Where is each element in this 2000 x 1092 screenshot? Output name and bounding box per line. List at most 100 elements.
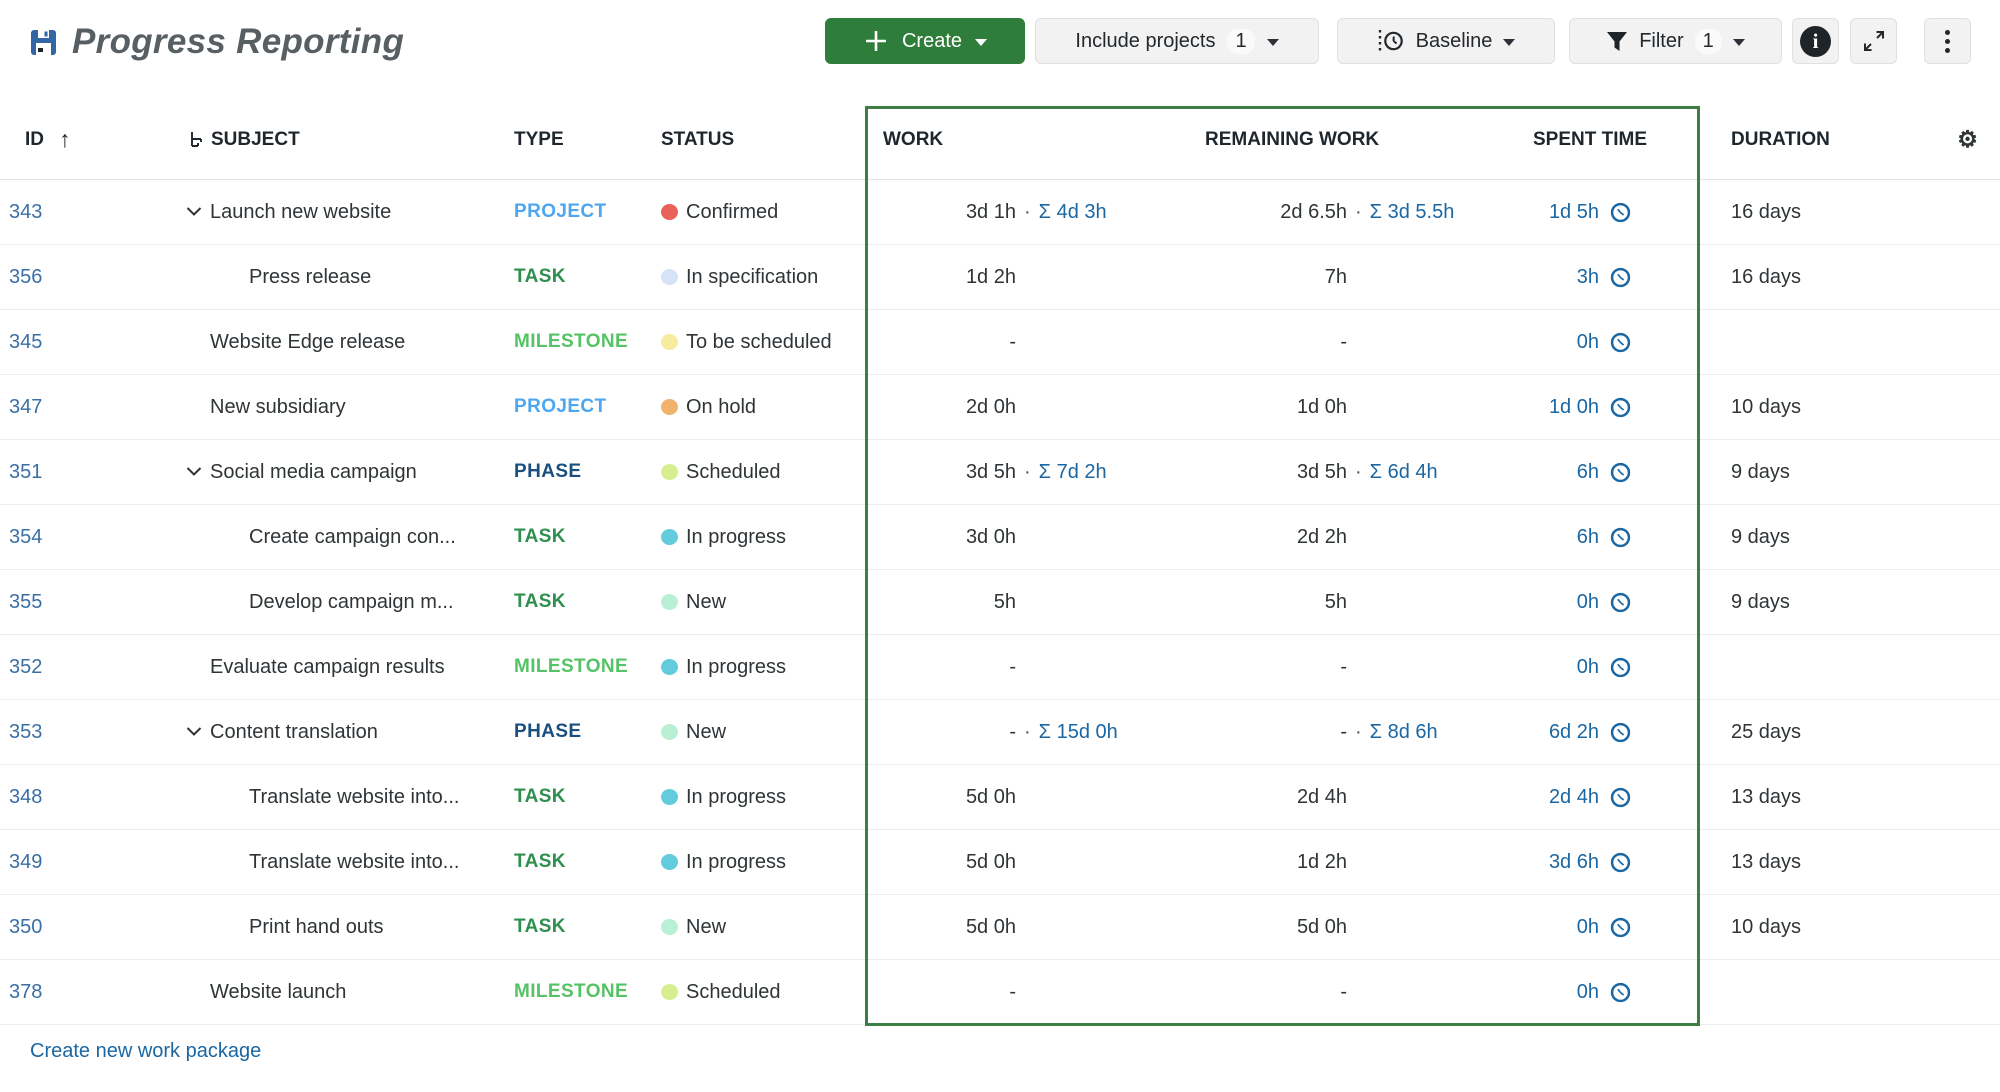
column-header-remaining-work[interactable]: REMAINING WORK [1200, 129, 1515, 151]
table-settings-button[interactable]: ⚙ [1935, 126, 2000, 153]
table-row[interactable]: 347 New subsidiary PROJECT On hold 2d 0h [0, 375, 2000, 440]
subject-label[interactable]: Press release [249, 265, 372, 288]
type-label[interactable]: PROJECT [514, 396, 607, 417]
status-label[interactable]: Scheduled [686, 980, 781, 1003]
type-label[interactable]: TASK [514, 526, 566, 547]
spent-time-link[interactable]: 6h [1576, 460, 1599, 483]
clock-icon[interactable] [1609, 396, 1632, 419]
spent-time-link[interactable]: 3d 6h [1548, 850, 1599, 873]
clock-icon[interactable] [1609, 461, 1632, 484]
remaining-work-value[interactable]: 2d 6.5h [1280, 200, 1347, 223]
work-value[interactable]: - [1009, 720, 1016, 743]
subject-label[interactable]: Website Edge release [210, 330, 406, 353]
type-label[interactable]: TASK [514, 786, 566, 807]
clock-icon[interactable] [1609, 591, 1632, 614]
status-label[interactable]: In progress [686, 850, 787, 873]
work-value[interactable]: 3d 0h [965, 525, 1016, 548]
spent-time-link[interactable]: 0h [1576, 330, 1599, 353]
duration-value[interactable]: 16 days [1731, 265, 1802, 288]
work-value[interactable]: - [1009, 980, 1016, 1003]
create-new-work-package-link[interactable]: Create new work package [30, 1040, 262, 1062]
table-row[interactable]: 355 Develop campaign m... TASK New 5h [0, 570, 2000, 635]
table-row[interactable]: 354 Create campaign con... TASK In progr… [0, 505, 2000, 570]
subject-label[interactable]: Translate website into... [249, 850, 460, 873]
subject-label[interactable]: Translate website into... [249, 785, 460, 808]
clock-icon[interactable] [1609, 851, 1632, 874]
work-package-id-link[interactable]: 352 [9, 655, 43, 678]
type-label[interactable]: TASK [514, 591, 566, 612]
status-label[interactable]: New [686, 720, 727, 743]
work-value[interactable]: 5d 0h [965, 915, 1016, 938]
work-value[interactable]: 1d 2h [965, 265, 1016, 288]
status-label[interactable]: To be scheduled [686, 330, 832, 353]
work-value[interactable]: 3d 1h [965, 200, 1016, 223]
table-row[interactable]: 351 Social media campaign PHASE Schedule… [0, 440, 2000, 505]
table-row[interactable]: 352 Evaluate campaign results MILESTONE … [0, 635, 2000, 700]
chevron-down-icon[interactable] [186, 727, 210, 737]
work-sum-link[interactable]: Σ 15d 0h [1038, 720, 1118, 743]
work-package-id-link[interactable]: 347 [9, 395, 43, 418]
work-package-id-link[interactable]: 354 [9, 525, 43, 548]
work-value[interactable]: 2d 0h [965, 395, 1016, 418]
clock-icon[interactable] [1609, 916, 1632, 939]
subject-label[interactable]: Website launch [210, 980, 347, 1003]
type-label[interactable]: TASK [514, 916, 566, 937]
clock-icon[interactable] [1609, 786, 1632, 809]
remaining-sum-link[interactable]: Σ 6d 4h [1369, 460, 1438, 483]
clock-icon[interactable] [1609, 656, 1632, 679]
remaining-work-value[interactable]: 2d 4h [1296, 785, 1347, 808]
type-label[interactable]: MILESTONE [514, 331, 629, 352]
info-button[interactable]: i [1792, 18, 1839, 64]
clock-icon[interactable] [1609, 721, 1632, 744]
spent-time-link[interactable]: 1d 5h [1548, 200, 1599, 223]
status-label[interactable]: New [686, 915, 727, 938]
type-label[interactable]: MILESTONE [514, 656, 629, 677]
subject-label[interactable]: New subsidiary [210, 395, 346, 418]
filter-button[interactable]: Filter 1 [1569, 18, 1782, 64]
clock-icon[interactable] [1609, 526, 1632, 549]
work-value[interactable]: - [1009, 655, 1016, 678]
table-row[interactable]: 348 Translate website into... TASK In pr… [0, 765, 2000, 830]
remaining-work-value[interactable]: 2d 2h [1296, 525, 1347, 548]
table-row[interactable]: 378 Website launch MILESTONE Scheduled - [0, 960, 2000, 1025]
spent-time-link[interactable]: 1d 0h [1548, 395, 1599, 418]
work-value[interactable]: - [1009, 330, 1016, 353]
work-value[interactable]: 5d 0h [965, 850, 1016, 873]
duration-value[interactable]: 9 days [1731, 590, 1790, 613]
remaining-work-value[interactable]: 1d 0h [1296, 395, 1347, 418]
remaining-work-value[interactable]: 7h [1324, 265, 1347, 288]
spent-time-link[interactable]: 6d 2h [1548, 720, 1599, 743]
remaining-work-value[interactable]: 3d 5h [1296, 460, 1347, 483]
column-header-spent-time[interactable]: SPENT TIME [1515, 129, 1700, 151]
column-header-status[interactable]: STATUS [655, 129, 865, 151]
spent-time-link[interactable]: 6h [1576, 525, 1599, 548]
spent-time-link[interactable]: 3h [1576, 265, 1599, 288]
column-header-duration[interactable]: DURATION [1700, 129, 1935, 151]
duration-value[interactable]: 13 days [1731, 785, 1802, 808]
chevron-down-icon[interactable] [186, 207, 210, 217]
work-package-id-link[interactable]: 345 [9, 330, 43, 353]
work-package-id-link[interactable]: 353 [9, 720, 43, 743]
table-row[interactable]: 356 Press release TASK In specification … [0, 245, 2000, 310]
work-package-id-link[interactable]: 351 [9, 460, 43, 483]
remaining-work-value[interactable]: - [1340, 330, 1347, 353]
create-button[interactable]: Create [825, 18, 1025, 64]
duration-value[interactable]: 25 days [1731, 720, 1802, 743]
table-row[interactable]: 343 Launch new website PROJECT Confirmed… [0, 180, 2000, 245]
type-label[interactable]: PROJECT [514, 201, 607, 222]
column-header-id[interactable]: ID ↑ [0, 126, 140, 153]
work-package-id-link[interactable]: 349 [9, 850, 43, 873]
spent-time-link[interactable]: 0h [1576, 980, 1599, 1003]
duration-value[interactable]: 9 days [1731, 525, 1790, 548]
duration-value[interactable]: 16 days [1731, 200, 1802, 223]
remaining-work-value[interactable]: - [1340, 720, 1347, 743]
status-label[interactable]: In specification [686, 265, 819, 288]
table-row[interactable]: 353 Content translation PHASE New - · Σ … [0, 700, 2000, 765]
table-row[interactable]: 349 Translate website into... TASK In pr… [0, 830, 2000, 895]
remaining-work-value[interactable]: - [1340, 980, 1347, 1003]
work-value[interactable]: 5d 0h [965, 785, 1016, 808]
duration-value[interactable]: 10 days [1731, 915, 1802, 938]
table-row[interactable]: 350 Print hand outs TASK New 5d 0h 5d [0, 895, 2000, 960]
fullscreen-button[interactable] [1850, 18, 1897, 64]
type-label[interactable]: PHASE [514, 721, 582, 742]
